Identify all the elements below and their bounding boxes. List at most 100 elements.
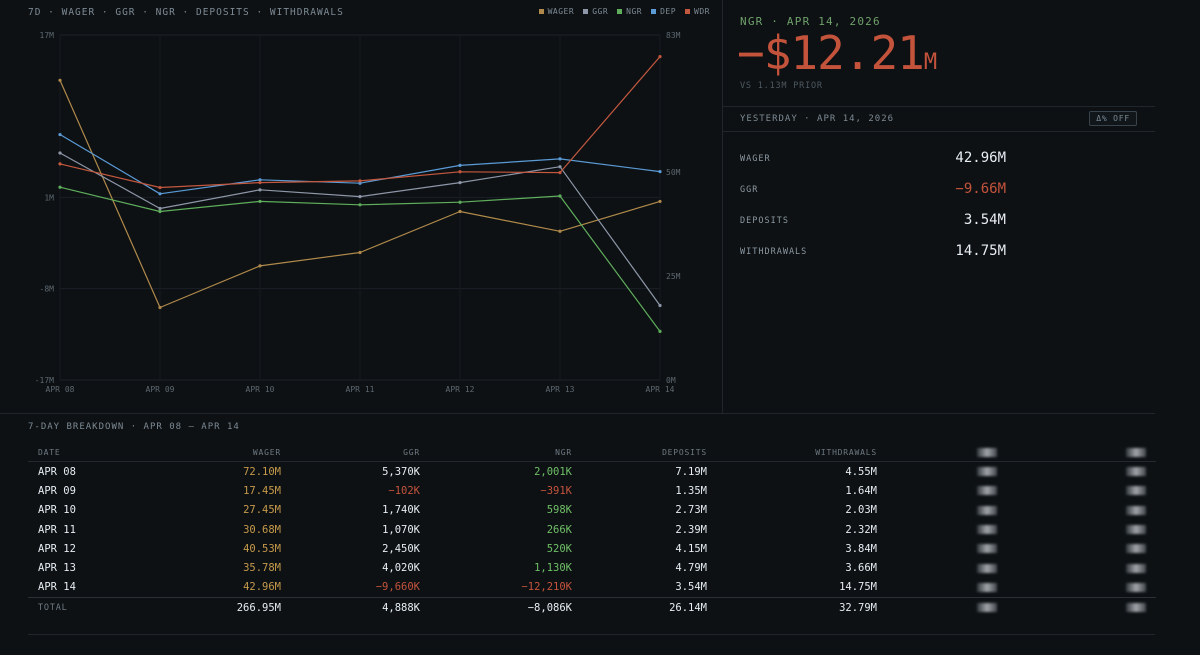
data-point-ngr xyxy=(558,194,562,198)
redacted-block xyxy=(1126,603,1146,613)
cell-deposits: 4.15M xyxy=(675,542,707,555)
table-row[interactable]: APR 14 42.96M −9,660K −12,210K 3.54M 14.… xyxy=(28,578,1156,598)
cell-ngr: 598K xyxy=(546,504,572,517)
legend-item-ggr[interactable]: GGR xyxy=(583,7,608,16)
data-point-dep xyxy=(558,157,562,161)
redacted-block xyxy=(1126,505,1146,515)
x-axis-tick-label: APR 08 xyxy=(46,385,75,394)
redacted-cell xyxy=(887,481,1007,500)
cell-total-label: TOTAL xyxy=(28,597,138,618)
table-row[interactable]: APR 08 72.10M 5,370K 2,001K 7.19M 4.55M xyxy=(28,462,1156,482)
cell-deposits: 2.73M xyxy=(675,504,707,517)
cell-ggr: 1,070K xyxy=(382,523,420,536)
cell-wager: 72.10M xyxy=(243,465,281,478)
left-axis-tick-label: -8M xyxy=(40,285,55,294)
column-header-ngr[interactable]: NGR xyxy=(430,443,582,462)
cell-wager: 42.96M xyxy=(243,581,281,594)
x-axis-tick-label: APR 11 xyxy=(346,385,375,394)
legend-item-wager[interactable]: WAGER xyxy=(538,7,575,16)
table-row[interactable]: APR 10 27.45M 1,740K 598K 2.73M 2.03M xyxy=(28,501,1156,520)
data-point-ngr xyxy=(458,200,462,204)
cell-date: APR 09 xyxy=(38,484,76,497)
redacted-block xyxy=(1126,582,1146,592)
column-header-withdrawals[interactable]: WITHDRAWALS xyxy=(717,443,887,462)
data-point-dep xyxy=(158,192,162,196)
column-header-date[interactable]: DATE xyxy=(28,443,138,462)
redacted-cell xyxy=(1007,501,1156,520)
table-header-row: DATE WAGER GGR NGR DEPOSITS WITHDRAWALS xyxy=(28,443,1156,462)
redacted-block xyxy=(1126,525,1146,535)
cell-ngr: 1,130K xyxy=(534,562,572,575)
redacted-cell xyxy=(887,539,1007,558)
cell-withdrawals: 1.64M xyxy=(845,484,877,497)
cell-date: APR 12 xyxy=(38,542,76,555)
ngr-heading: NGR · APR 14, 2026 xyxy=(740,15,881,28)
data-point-wager xyxy=(58,78,62,82)
cell-deposits: 4.79M xyxy=(675,562,707,575)
redacted-block xyxy=(977,563,997,573)
data-point-dep xyxy=(58,132,62,137)
data-point-ngr xyxy=(258,199,262,204)
data-point-wager xyxy=(458,209,462,214)
column-header-deposits[interactable]: DEPOSITS xyxy=(582,443,717,462)
cell-wager: 40.53M xyxy=(243,542,281,555)
cell-total-ngr: −8,086K xyxy=(430,597,582,618)
legend-item-ngr[interactable]: NGR xyxy=(617,7,642,16)
right-axis-tick-label: 83M xyxy=(666,31,681,40)
cell-ggr: −102K xyxy=(388,484,420,497)
cell-total-withdrawals: 32.79M xyxy=(717,597,887,618)
data-point-ngr xyxy=(58,185,62,189)
column-header-wager[interactable]: WAGER xyxy=(138,443,291,462)
redacted-block xyxy=(977,525,997,535)
redacted-block xyxy=(977,447,997,457)
redacted-cell xyxy=(1007,520,1156,539)
data-point-wdr xyxy=(658,55,662,59)
ngr-number: 12.21 xyxy=(790,26,924,80)
cell-ngr: 2,001K xyxy=(534,465,572,478)
redacted-block xyxy=(1126,563,1146,573)
data-point-wdr xyxy=(358,179,362,183)
left-axis-tick-label: 17M xyxy=(40,31,55,40)
redacted-cell xyxy=(887,462,1007,482)
redacted-cell xyxy=(1007,578,1156,598)
kpi-value: −9.66M xyxy=(955,181,1006,197)
redacted-cell xyxy=(887,501,1007,520)
data-point-dep xyxy=(258,178,262,182)
cell-wager: 35.78M xyxy=(243,562,281,575)
legend-swatch xyxy=(685,9,691,14)
cell-withdrawals: 4.55M xyxy=(845,465,877,478)
delta-toggle-button[interactable]: Δ% OFF xyxy=(1089,111,1137,126)
data-point-wdr xyxy=(58,162,62,166)
cell-withdrawals: 3.84M xyxy=(845,542,877,555)
ngr-value: −$12.21M xyxy=(737,26,937,80)
data-point-ggr xyxy=(358,195,362,199)
cell-ggr: 2,450K xyxy=(382,542,420,555)
redacted-block xyxy=(977,603,997,613)
data-point-wager xyxy=(558,229,562,233)
data-point-dep xyxy=(658,169,662,174)
kpi-label: DEPOSITS xyxy=(740,216,789,226)
data-point-ggr xyxy=(458,181,462,185)
data-point-ggr xyxy=(58,151,62,155)
right-axis-tick-label: 0M xyxy=(666,376,676,385)
data-point-ngr xyxy=(158,209,162,214)
x-axis-tick-label: APR 12 xyxy=(446,385,475,394)
breakdown-table: DATE WAGER GGR NGR DEPOSITS WITHDRAWALS … xyxy=(28,443,1156,618)
legend-item-dep[interactable]: DEP xyxy=(651,7,676,16)
table-row[interactable]: APR 09 17.45M −102K −391K 1.35M 1.64M xyxy=(28,481,1156,500)
table-row[interactable]: APR 11 30.68M 1,070K 266K 2.39M 2.32M xyxy=(28,520,1156,539)
right-axis-tick-label: 25M xyxy=(666,272,681,281)
cell-date: APR 11 xyxy=(38,523,76,536)
redacted-cell xyxy=(1007,539,1156,558)
kpi-value: 42.96M xyxy=(955,150,1006,166)
right-axis-tick-label: 50M xyxy=(666,168,681,177)
x-axis-tick-label: APR 10 xyxy=(246,385,275,394)
redacted-column-header xyxy=(1007,443,1156,462)
column-header-ggr[interactable]: GGR xyxy=(291,443,430,462)
cell-withdrawals: 2.32M xyxy=(845,523,877,536)
legend-item-wdr[interactable]: WDR xyxy=(685,7,710,16)
divider xyxy=(723,106,1155,107)
table-row[interactable]: APR 13 35.78M 4,020K 1,130K 4.79M 3.66M xyxy=(28,558,1156,577)
table-row[interactable]: APR 12 40.53M 2,450K 520K 4.15M 3.84M xyxy=(28,539,1156,558)
cell-ngr: −12,210K xyxy=(521,581,572,594)
